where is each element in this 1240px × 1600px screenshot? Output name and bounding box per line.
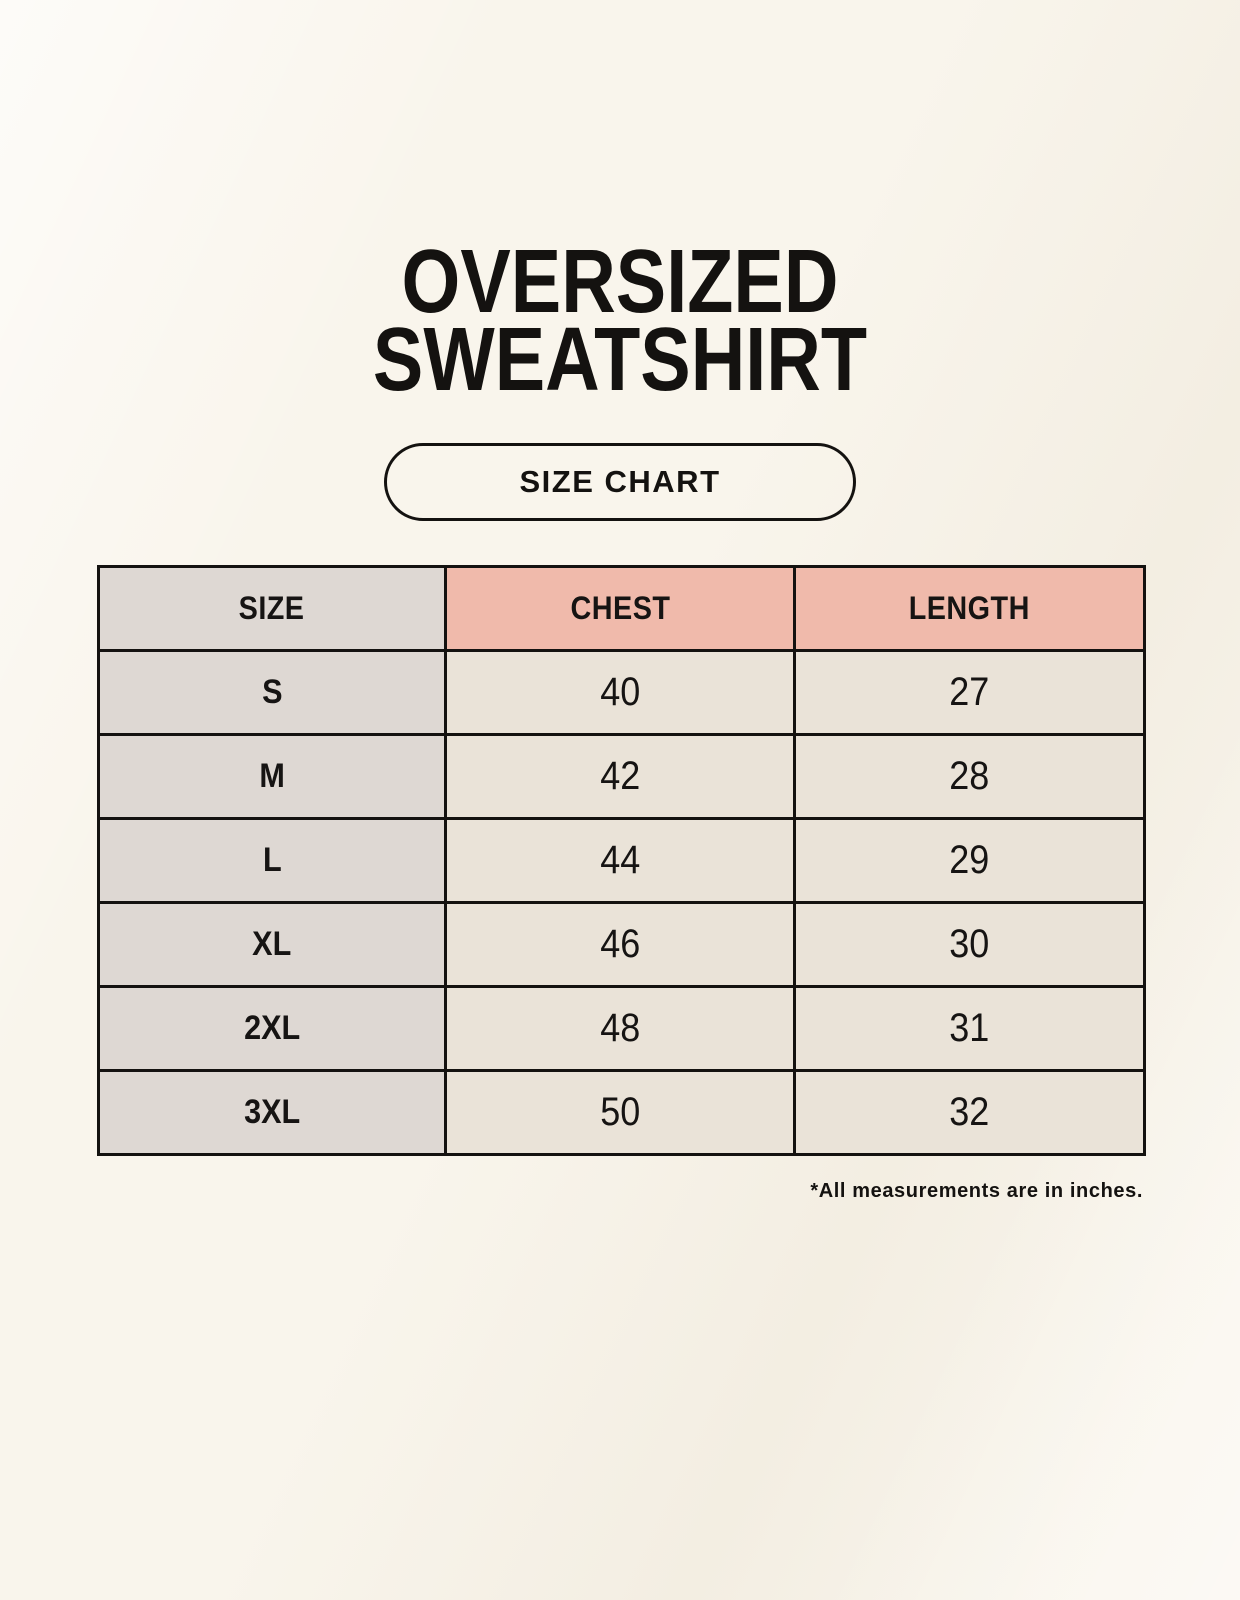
size-cell-label: L <box>262 841 282 879</box>
size-cell-label: XL <box>252 925 292 963</box>
size-chart-table: SIZE CHEST LENGTH S 40 27 M 42 28 <box>97 565 1146 1156</box>
length-cell: 27 <box>793 649 1146 736</box>
column-header-size-label: SIZE <box>239 590 305 626</box>
column-header-chest-label: CHEST <box>570 590 670 626</box>
size-cell: 2XL <box>97 985 447 1072</box>
size-chart-table-container: SIZE CHEST LENGTH S 40 27 M 42 28 <box>97 565 1146 1156</box>
chest-cell: 42 <box>444 733 796 820</box>
size-chart-button-label: SIZE CHART <box>519 464 721 499</box>
size-cell: S <box>97 649 447 736</box>
length-cell: 28 <box>793 733 1146 820</box>
length-cell: 30 <box>793 901 1146 988</box>
length-cell-value: 27 <box>949 670 990 714</box>
size-cell-label: M <box>259 757 285 795</box>
length-cell-value: 31 <box>949 1006 990 1050</box>
measurements-footnote: *All measurements are in inches. <box>810 1180 1143 1202</box>
header-row: SIZE CHEST LENGTH <box>97 565 1146 652</box>
length-cell-value: 32 <box>949 1090 990 1134</box>
size-cell-label: 2XL <box>243 1009 301 1047</box>
size-cell: 3XL <box>97 1069 447 1156</box>
column-header-length: LENGTH <box>793 565 1146 652</box>
chest-cell-value: 50 <box>599 1090 641 1134</box>
length-cell: 32 <box>793 1069 1146 1156</box>
length-cell-value: 30 <box>949 922 990 966</box>
table-row: 2XL 48 31 <box>97 985 1146 1072</box>
page-title-line1: OVERSIZED <box>401 232 839 332</box>
chest-cell: 48 <box>444 985 796 1072</box>
page-title: OVERSIZED SWEATSHIRT <box>99 232 1141 410</box>
table-row: 3XL 50 32 <box>97 1069 1146 1156</box>
chest-cell: 46 <box>444 901 796 988</box>
table-row: L 44 29 <box>97 817 1146 904</box>
column-header-length-label: LENGTH <box>908 590 1031 626</box>
column-header-size: SIZE <box>97 565 447 652</box>
length-cell-value: 28 <box>949 754 990 798</box>
chest-cell: 40 <box>444 649 796 736</box>
chest-cell-value: 48 <box>599 1006 641 1050</box>
size-chart-button[interactable]: SIZE CHART <box>384 443 856 521</box>
chest-cell-value: 46 <box>599 922 641 966</box>
length-cell-value: 29 <box>949 838 990 882</box>
size-cell: XL <box>97 901 447 988</box>
table-row: S 40 27 <box>97 649 1146 736</box>
page-title-line2: SWEATSHIRT <box>372 310 868 410</box>
size-cell-label: S <box>261 673 283 711</box>
chest-cell-value: 40 <box>599 670 641 714</box>
length-cell: 29 <box>793 817 1146 904</box>
chest-cell: 50 <box>444 1069 796 1156</box>
size-cell: L <box>97 817 447 904</box>
column-header-chest: CHEST <box>444 565 796 652</box>
table-row: XL 46 30 <box>97 901 1146 988</box>
size-cell: M <box>97 733 447 820</box>
length-cell: 31 <box>793 985 1146 1072</box>
chest-cell-value: 44 <box>599 838 641 882</box>
size-cell-label: 3XL <box>243 1093 301 1131</box>
chest-cell-value: 42 <box>599 754 641 798</box>
chest-cell: 44 <box>444 817 796 904</box>
table-row: M 42 28 <box>97 733 1146 820</box>
